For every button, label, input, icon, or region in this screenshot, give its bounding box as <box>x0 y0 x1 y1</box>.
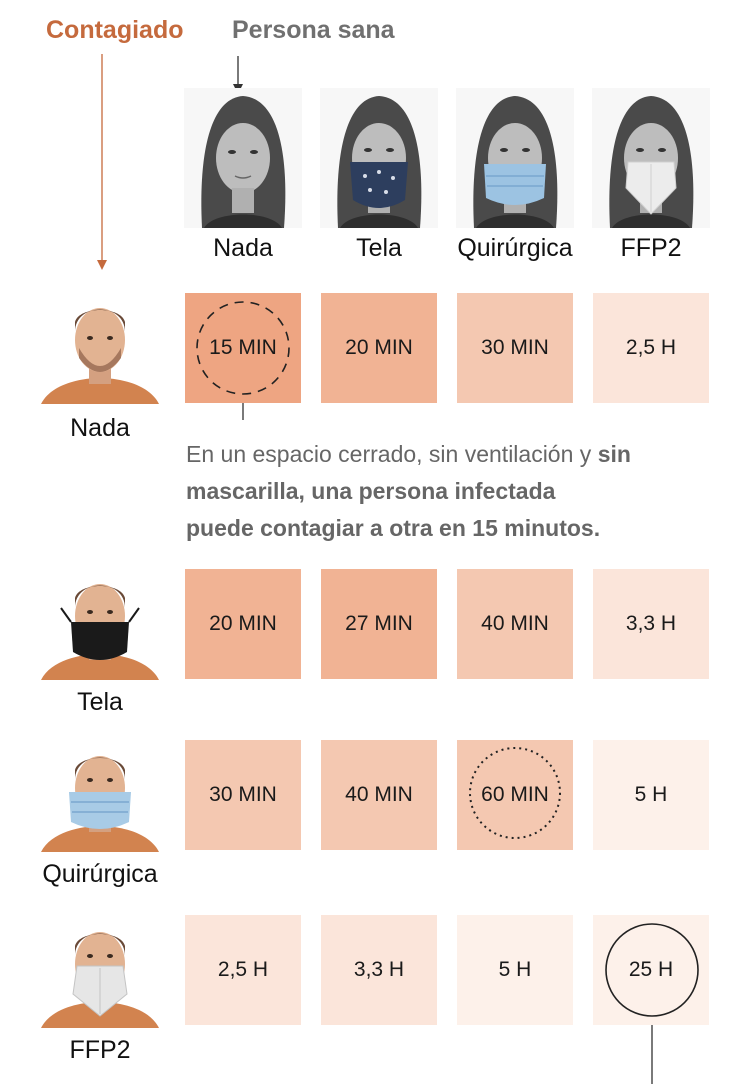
row-label-ffp2: FFP2 <box>69 1036 131 1064</box>
heatmap-cell-r3-c2: 5 H <box>457 915 573 1025</box>
note-bold-1: sin <box>597 441 631 467</box>
highlight-circle-solid <box>605 923 699 1017</box>
cell-value-label: 27 MIN <box>345 612 413 635</box>
cell-value-label: 5 H <box>634 783 668 806</box>
heatmap-cell-r2-c2: 60 MIN <box>457 740 573 850</box>
heatmap-cell-r3-c1: 3,3 H <box>321 915 437 1025</box>
heatmap-cell-r1-c3: 3,3 H <box>593 569 709 679</box>
cell-value-label: 20 MIN <box>345 336 413 359</box>
note-normal-text: En un espacio cerrado, sin ventilación y <box>186 441 598 467</box>
cell-value-label: 2,5 H <box>217 958 269 981</box>
highlight-circle-dotted <box>469 747 561 839</box>
woman-ffp2-mask-icon <box>592 88 710 228</box>
heatmap-cell-r1-c1: 27 MIN <box>321 569 437 679</box>
heatmap-cell-r1-c2: 40 MIN <box>457 569 573 679</box>
highlight-circle-dashed <box>196 301 290 395</box>
cell-value-label: 5 H <box>498 958 532 981</box>
heatmap-cell-r2-c1: 40 MIN <box>321 740 437 850</box>
heatmap-cell-r0-c2: 30 MIN <box>457 293 573 403</box>
note-bold-3: puede contagiar a otra en 15 minutos. <box>186 515 601 541</box>
man-ffp2-mask-icon <box>41 916 159 1028</box>
infected-person-title: Contagiado <box>46 16 184 44</box>
cell-value-label: 60 MIN <box>481 783 549 806</box>
heatmap-cell-r3-c3: 25 H <box>593 915 709 1025</box>
heatmap-cell-r0-c0: 15 MIN <box>185 293 301 403</box>
woman-cloth-mask-icon <box>320 88 438 228</box>
cell-value-label: 3,3 H <box>353 958 405 981</box>
cell-value-label: 30 MIN <box>481 336 549 359</box>
row-label-tela: Tela <box>77 688 123 716</box>
annotation-text: En un espacio cerrado, sin ventilación y… <box>186 436 726 547</box>
heatmap-cell-r3-c0: 2,5 H <box>185 915 301 1025</box>
note-bold-2: mascarilla, una persona infectada <box>186 478 556 504</box>
heatmap-cell-r0-c1: 20 MIN <box>321 293 437 403</box>
healthy-person-title: Persona sana <box>232 16 395 44</box>
cell-value-label: 40 MIN <box>345 783 413 806</box>
heatmap-cell-r2-c3: 5 H <box>593 740 709 850</box>
cell-value-label: 20 MIN <box>209 612 277 635</box>
infected-arrow-head <box>97 260 107 270</box>
heatmap-cell-r1-c0: 20 MIN <box>185 569 301 679</box>
cell-value-label: 25 H <box>628 958 674 981</box>
col-label-nada: Nada <box>213 234 273 262</box>
man-no-mask-icon <box>41 292 159 404</box>
col-label-ffp2: FFP2 <box>620 234 682 262</box>
heatmap-cell-r2-c0: 30 MIN <box>185 740 301 850</box>
row-label-nada: Nada <box>70 414 130 442</box>
cell-value-label: 3,3 H <box>625 612 677 635</box>
man-cloth-mask-icon <box>41 568 159 680</box>
woman-surgical-mask-icon <box>456 88 574 228</box>
cell-value-label: 2,5 H <box>625 336 677 359</box>
row-label-quirurgica: Quirúrgica <box>42 860 158 888</box>
man-surgical-mask-icon <box>41 740 159 852</box>
cell-value-label: 30 MIN <box>209 783 277 806</box>
cell-value-label: 15 MIN <box>209 336 277 359</box>
woman-no-mask-icon <box>184 88 302 228</box>
col-label-tela: Tela <box>356 234 402 262</box>
heatmap-cell-r0-c3: 2,5 H <box>593 293 709 403</box>
cell-value-label: 40 MIN <box>481 612 549 635</box>
col-label-quirurgica: Quirúrgica <box>457 234 573 262</box>
